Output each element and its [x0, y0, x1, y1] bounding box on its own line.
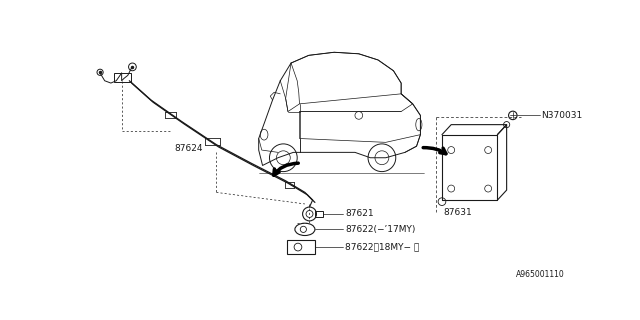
- Text: 87621: 87621: [345, 210, 374, 219]
- Bar: [315, 211, 323, 217]
- Text: 87622（18MY− ）: 87622（18MY− ）: [345, 243, 419, 252]
- Bar: [287, 240, 315, 254]
- Text: 87624: 87624: [174, 144, 202, 153]
- Text: 87622(−’17MY): 87622(−’17MY): [345, 225, 415, 234]
- Text: N370031: N370031: [541, 111, 582, 120]
- Text: A965001110: A965001110: [516, 270, 565, 279]
- Text: 87631: 87631: [444, 208, 472, 217]
- Bar: [114, 73, 131, 82]
